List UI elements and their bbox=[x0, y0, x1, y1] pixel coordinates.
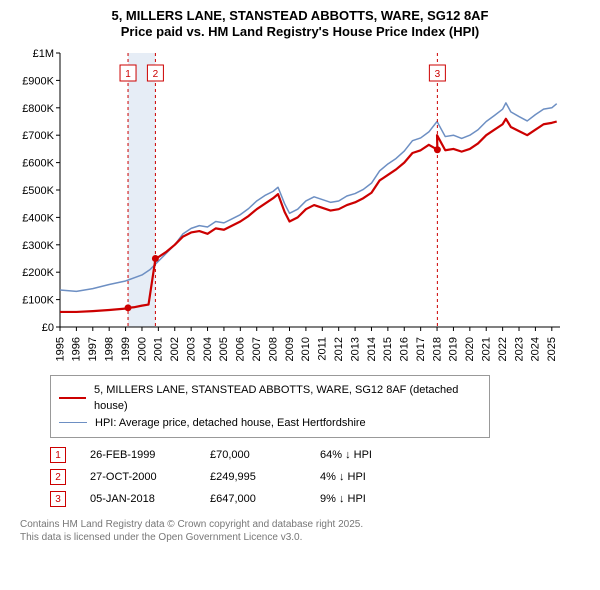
marker-date-1: 26-FEB-1999 bbox=[90, 449, 210, 461]
marker-diff-3: 9% ↓ HPI bbox=[320, 493, 440, 505]
svg-text:£800K: £800K bbox=[22, 102, 54, 114]
marker-row-3: 3 05-JAN-2018 £647,000 9% ↓ HPI bbox=[50, 488, 590, 510]
marker-date-2: 27-OCT-2000 bbox=[90, 471, 210, 483]
marker-row-1: 1 26-FEB-1999 £70,000 64% ↓ HPI bbox=[50, 444, 590, 466]
svg-text:£300K: £300K bbox=[22, 239, 54, 251]
svg-text:2023: 2023 bbox=[513, 336, 525, 360]
svg-text:1996: 1996 bbox=[71, 337, 83, 361]
legend: 5, MILLERS LANE, STANSTEAD ABBOTTS, WARE… bbox=[50, 375, 490, 439]
svg-text:£0: £0 bbox=[42, 322, 54, 334]
svg-text:£200K: £200K bbox=[22, 267, 54, 279]
marker-diff-2: 4% ↓ HPI bbox=[320, 471, 440, 483]
svg-text:2009: 2009 bbox=[284, 337, 296, 361]
svg-text:2014: 2014 bbox=[366, 337, 378, 361]
svg-text:£1M: £1M bbox=[33, 48, 54, 60]
svg-text:2003: 2003 bbox=[185, 337, 197, 361]
svg-text:£900K: £900K bbox=[22, 75, 54, 87]
svg-text:£700K: £700K bbox=[22, 130, 54, 142]
svg-text:2016: 2016 bbox=[399, 337, 411, 361]
svg-text:2013: 2013 bbox=[349, 337, 361, 361]
footer: Contains HM Land Registry data © Crown c… bbox=[20, 518, 590, 544]
svg-text:£400K: £400K bbox=[22, 212, 54, 224]
svg-text:1: 1 bbox=[125, 69, 131, 80]
marker-price-1: £70,000 bbox=[210, 449, 320, 461]
svg-text:£600K: £600K bbox=[22, 157, 54, 169]
marker-price-2: £249,995 bbox=[210, 471, 320, 483]
svg-text:2000: 2000 bbox=[136, 337, 148, 361]
svg-text:£100K: £100K bbox=[22, 294, 54, 306]
svg-text:1999: 1999 bbox=[120, 337, 132, 361]
price-chart: £0 £100K £200K £300K £400K £500K £600K £700K £80… bbox=[10, 47, 590, 367]
svg-text:3: 3 bbox=[435, 69, 441, 80]
svg-text:2020: 2020 bbox=[464, 337, 476, 361]
svg-text:2024: 2024 bbox=[530, 337, 542, 361]
footer-line-1: Contains HM Land Registry data © Crown c… bbox=[20, 518, 590, 531]
svg-text:2015: 2015 bbox=[382, 337, 394, 361]
legend-label-2: HPI: Average price, detached house, East… bbox=[95, 415, 366, 432]
svg-text:2012: 2012 bbox=[333, 337, 345, 361]
title-line-1: 5, MILLERS LANE, STANSTEAD ABBOTTS, WARE… bbox=[10, 8, 590, 24]
svg-text:2004: 2004 bbox=[202, 337, 214, 361]
svg-text:1998: 1998 bbox=[103, 337, 115, 361]
marker-price-3: £647,000 bbox=[210, 493, 320, 505]
svg-text:2008: 2008 bbox=[267, 337, 279, 361]
marker-num-2: 2 bbox=[50, 469, 66, 485]
marker-row-2: 2 27-OCT-2000 £249,995 4% ↓ HPI bbox=[50, 466, 590, 488]
legend-row-2: HPI: Average price, detached house, East… bbox=[59, 415, 481, 432]
svg-text:2021: 2021 bbox=[481, 337, 493, 361]
svg-text:£500K: £500K bbox=[22, 185, 54, 197]
svg-text:2022: 2022 bbox=[497, 336, 509, 360]
svg-text:2019: 2019 bbox=[448, 337, 460, 361]
svg-text:2025: 2025 bbox=[546, 337, 558, 361]
marker-num-3: 3 bbox=[50, 491, 66, 507]
chart-title-block: 5, MILLERS LANE, STANSTEAD ABBOTTS, WARE… bbox=[10, 8, 590, 41]
footer-line-2: This data is licensed under the Open Gov… bbox=[20, 531, 590, 544]
svg-text:2006: 2006 bbox=[235, 337, 247, 361]
svg-text:2018: 2018 bbox=[431, 337, 443, 361]
svg-text:1997: 1997 bbox=[87, 337, 99, 361]
marker-diff-1: 64% ↓ HPI bbox=[320, 449, 440, 461]
marker-table: 1 26-FEB-1999 £70,000 64% ↓ HPI 2 27-OCT… bbox=[50, 444, 590, 510]
svg-text:2: 2 bbox=[153, 69, 159, 80]
chart-svg: £0 £100K £200K £300K £400K £500K £600K £700K £80… bbox=[10, 47, 570, 367]
legend-swatch-2 bbox=[59, 422, 87, 423]
svg-text:2002: 2002 bbox=[169, 337, 181, 361]
marker-date-3: 05-JAN-2018 bbox=[90, 493, 210, 505]
svg-text:2007: 2007 bbox=[251, 337, 263, 361]
svg-text:2017: 2017 bbox=[415, 337, 427, 361]
svg-text:2005: 2005 bbox=[218, 337, 230, 361]
legend-swatch-1 bbox=[59, 397, 86, 399]
svg-text:2011: 2011 bbox=[317, 337, 329, 361]
svg-text:1995: 1995 bbox=[54, 337, 66, 361]
legend-label-1: 5, MILLERS LANE, STANSTEAD ABBOTTS, WARE… bbox=[94, 382, 481, 415]
marker-num-1: 1 bbox=[50, 447, 66, 463]
title-line-2: Price paid vs. HM Land Registry's House … bbox=[10, 24, 590, 40]
svg-text:2001: 2001 bbox=[153, 337, 165, 361]
svg-text:2010: 2010 bbox=[300, 337, 312, 361]
legend-row-1: 5, MILLERS LANE, STANSTEAD ABBOTTS, WARE… bbox=[59, 382, 481, 415]
